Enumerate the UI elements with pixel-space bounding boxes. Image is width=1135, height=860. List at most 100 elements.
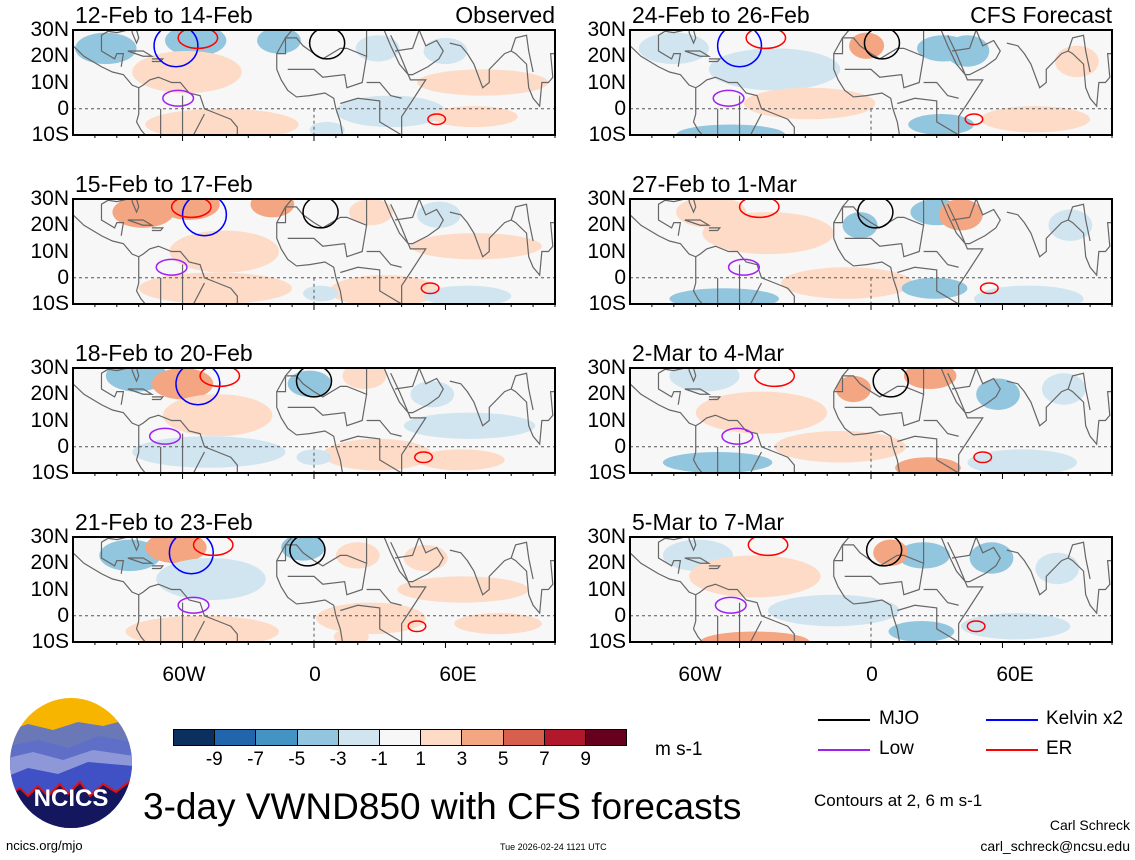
wave-contour <box>964 113 984 126</box>
wave-contour <box>175 368 221 406</box>
coastline <box>135 87 146 135</box>
coastline <box>383 199 427 304</box>
anomaly-shading <box>403 544 448 572</box>
coastline <box>366 81 402 99</box>
coastline <box>1067 541 1091 580</box>
anomaly-shading <box>156 558 266 600</box>
coastline <box>394 537 420 559</box>
wave-contour <box>714 596 747 614</box>
column-label: CFS Forecast <box>970 2 1112 28</box>
colorbar-tick-label: -1 <box>370 749 388 770</box>
coastline <box>844 394 925 427</box>
anomaly-shading <box>151 368 214 400</box>
colorbar-tick-label: 3 <box>456 749 468 770</box>
coastline <box>923 588 959 606</box>
anomaly-shading <box>145 108 299 135</box>
coastline <box>684 557 712 564</box>
colorbar-tick-label: 1 <box>415 749 426 770</box>
wave-contour <box>745 30 787 50</box>
lat-label: 0 <box>614 265 626 289</box>
anomaly-shading <box>669 288 779 304</box>
wave-contour <box>863 30 901 60</box>
vwnd-map-panel <box>629 29 1113 141</box>
column-label: Observed <box>455 2 555 28</box>
lat-label: 30N <box>30 187 69 210</box>
anomaly-shading <box>287 370 332 397</box>
coastline <box>287 394 368 427</box>
coastline <box>127 219 155 226</box>
coastline <box>383 30 427 135</box>
colorbar-swatch <box>297 730 339 745</box>
legend-line-low <box>818 749 870 751</box>
anomaly-shading <box>901 277 968 299</box>
coastline <box>708 396 722 401</box>
colorbar-tick-label: -5 <box>288 749 306 770</box>
coastline <box>100 368 128 405</box>
lon-label-60e: 60E <box>439 663 477 686</box>
coastline <box>383 368 427 473</box>
anomaly-shading <box>945 35 990 67</box>
coastline <box>135 594 146 642</box>
coastline <box>366 250 402 268</box>
wave-contour <box>738 199 780 219</box>
anomaly-shading <box>430 106 518 128</box>
wave-contour <box>168 537 214 575</box>
figure-title: 3-day VWND850 with CFS forecasts <box>143 786 742 827</box>
coastline <box>192 620 205 642</box>
lat-label: 30N <box>30 18 69 41</box>
panel-title: 21-Feb to 23-Feb <box>75 509 253 535</box>
coastline <box>657 30 685 67</box>
lon-label-60w-right: 60W <box>678 663 722 686</box>
coastline <box>833 199 925 229</box>
coastline <box>749 113 762 135</box>
coastline <box>923 419 959 437</box>
coastline <box>692 425 703 473</box>
coastline <box>131 30 140 45</box>
legend-label-low: Low <box>879 738 914 759</box>
lat-label: 30N <box>587 187 626 210</box>
coastline <box>708 58 722 63</box>
coastline <box>394 30 420 52</box>
coastline <box>897 97 959 135</box>
coastline <box>449 42 555 108</box>
lat-label: 0 <box>614 96 626 120</box>
colorbar-swatch <box>379 730 422 745</box>
anomaly-shading <box>895 457 961 473</box>
lat-label: 10N <box>587 239 626 263</box>
lat-label: 0 <box>614 434 626 458</box>
coastline <box>947 368 1001 414</box>
lat-label: 20N <box>30 551 69 575</box>
coastline <box>366 588 402 606</box>
coastline <box>390 199 444 245</box>
coastline <box>383 537 427 642</box>
wave-contour <box>721 427 754 445</box>
anomaly-shading <box>1035 552 1080 585</box>
vwnd-map-panel <box>72 29 556 141</box>
wave-contour <box>973 451 993 464</box>
coastline <box>708 565 722 570</box>
anomaly-shading <box>403 412 536 439</box>
coastline <box>135 425 146 473</box>
colorbar <box>173 729 627 746</box>
anomaly-shading <box>676 124 786 135</box>
logo-text: NCICS <box>34 785 109 812</box>
anomaly-shading <box>162 394 273 437</box>
colorbar-swatch <box>462 730 504 745</box>
wave-contour <box>170 199 212 219</box>
coastline <box>688 537 697 552</box>
lat-label: 0 <box>57 434 69 458</box>
anomaly-shading <box>842 212 878 239</box>
anomaly-shading <box>410 233 542 260</box>
colorbar-swatch <box>585 730 627 745</box>
lat-label: 10S <box>31 461 69 484</box>
coastline <box>940 537 984 642</box>
anomaly-shading <box>689 555 821 598</box>
anomaly-shading <box>329 275 439 304</box>
coastline <box>287 225 368 258</box>
anomaly-shading <box>976 378 1020 410</box>
vwnd-map-panel <box>629 367 1113 479</box>
anomaly-shading <box>1048 209 1093 241</box>
contour-note: Contours at 2, 6 m s-1 <box>814 791 983 810</box>
lat-label: 20N <box>30 213 69 237</box>
coastline <box>340 604 402 642</box>
